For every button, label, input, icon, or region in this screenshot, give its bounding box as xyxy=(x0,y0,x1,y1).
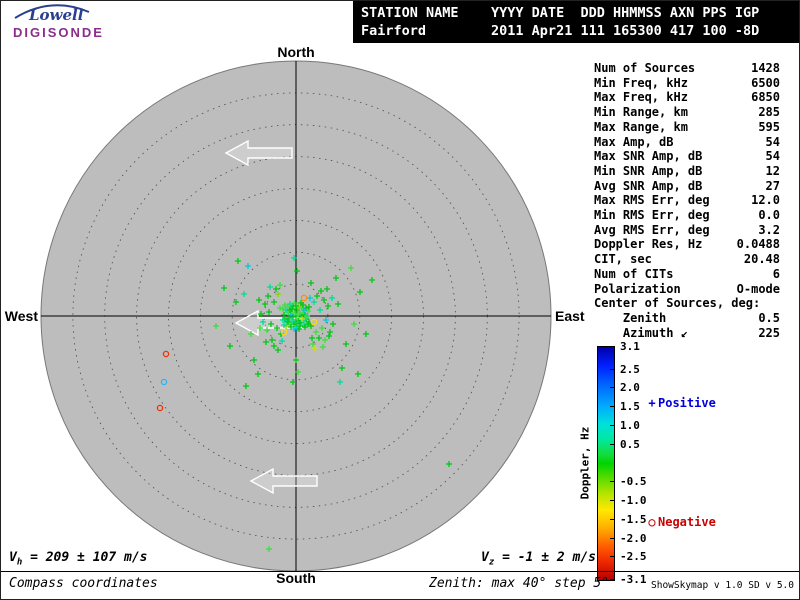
colorbar-tick xyxy=(610,369,614,370)
stat-row: Max SNR Amp, dB 54 xyxy=(594,149,780,164)
stat-row: CIT, sec 20.48 xyxy=(594,252,780,267)
colorbar-tick-label: 2.5 xyxy=(620,363,640,376)
stat-row: Zenith 0.5 xyxy=(594,310,780,325)
vertical-velocity-readout: Vz = -1 ± 2 m/s xyxy=(481,550,596,568)
stat-row: Max Freq, kHz 6850 xyxy=(594,90,780,105)
plus-marker-icon: + xyxy=(648,396,656,410)
label-west: West xyxy=(5,308,39,324)
circle-marker-icon: ○ xyxy=(648,515,656,529)
vh-symbol: V xyxy=(9,550,17,565)
colorbar-tick-label: -3.1 xyxy=(620,573,647,586)
stat-row: Min RMS Err, deg 0.0 xyxy=(594,208,780,223)
logo-digisonde-text: DIGISONDE xyxy=(13,25,104,40)
stat-row: Min Freq, kHz 6500 xyxy=(594,75,780,90)
colorbar-tick-label: 1.0 xyxy=(620,419,640,432)
legend-positive-label: Positive xyxy=(658,396,716,410)
colorbar-tick-label: 0.5 xyxy=(620,438,640,451)
stat-row: Polarization O-mode xyxy=(594,281,780,296)
colorbar-tick xyxy=(610,425,614,426)
stat-row: Num of Sources 1428 xyxy=(594,61,780,75)
stat-row: Max Amp, dB 54 xyxy=(594,134,780,149)
logo-graphic: Lowell DIGISONDE xyxy=(13,4,104,40)
colorbar-tick-label: 1.5 xyxy=(620,400,640,413)
program-version-credit: ShowSkymap v 1.0 SD v 5.0 xyxy=(651,580,794,591)
colorbar-tick xyxy=(610,444,614,445)
header-values: Fairford 2011 Apr21 111 165300 417 100 -… xyxy=(361,23,760,39)
zenith-scale-note: Zenith: max 40° step 5° xyxy=(429,576,610,591)
colorbar-tick-label: 3.1 xyxy=(620,340,640,353)
stat-row: Center of Sources, deg: xyxy=(594,296,761,311)
vz-subscript: z xyxy=(488,557,495,568)
coordinates-label: Compass coordinates xyxy=(9,576,158,591)
colorbar-tick xyxy=(610,519,614,520)
colorbar-tick-label: -2.5 xyxy=(620,550,647,563)
vz-symbol: V xyxy=(481,550,489,565)
legend-positive: + Positive xyxy=(646,396,716,410)
logo-swoosh-icon xyxy=(14,4,90,19)
horizontal-velocity-readout: Vh = 209 ± 107 m/s xyxy=(9,550,147,568)
colorbar-tick xyxy=(610,500,614,501)
colorbar-tick xyxy=(610,579,614,580)
colorbar-tick xyxy=(610,538,614,539)
colorbar-tick xyxy=(610,346,614,347)
source-points xyxy=(156,255,452,552)
colorbar-tick xyxy=(610,556,614,557)
stat-row: Min SNR Amp, dB 12 xyxy=(594,163,780,178)
label-south: South xyxy=(276,570,316,586)
colorbar-tick xyxy=(610,387,614,388)
legend-negative-label: Negative xyxy=(658,515,716,529)
lowell-digisonde-logo: Lowell DIGISONDE xyxy=(9,3,159,43)
stats-panel: Num of Sources 1428 Min Freq, kHz 6500 Max F… xyxy=(594,61,780,340)
stat-row: Doppler Res, Hz 0.0488 xyxy=(594,237,780,252)
header-column-titles: STATION NAME YYYY DATE DDD HHMMSS AXN PP… xyxy=(361,5,760,21)
drift-direction-arrows xyxy=(224,139,318,495)
label-north: North xyxy=(277,44,314,60)
colorbar-tick-label: -1.0 xyxy=(620,494,647,507)
colorbar-tick xyxy=(610,406,614,407)
legend-negative: ○ Negative xyxy=(646,515,716,529)
colorbar-tick-label: -2.0 xyxy=(620,532,647,545)
vh-subscript: h xyxy=(16,557,23,568)
stat-row: Avg SNR Amp, dB 27 xyxy=(594,178,780,193)
colorbar-tick-label: -1.5 xyxy=(620,513,647,526)
stat-row: Min Range, km 285 xyxy=(594,105,780,120)
stat-row: Num of CITs 6 xyxy=(594,266,780,281)
stat-row: Max Range, km 595 xyxy=(594,119,780,134)
stat-row: Max RMS Err, deg 12.0 xyxy=(594,193,780,208)
label-east: East xyxy=(555,308,585,324)
stat-row: Azimuth ↙ 225 xyxy=(594,325,780,340)
header-bar: STATION NAME YYYY DATE DDD HHMMSS AXN PP… xyxy=(353,1,799,43)
footer-divider xyxy=(1,571,799,572)
colorbar xyxy=(597,346,615,581)
stat-row: Avg RMS Err, deg 3.2 xyxy=(594,222,780,237)
logo-lowell-text: Lowell xyxy=(28,6,84,24)
vh-value: = 209 ± 107 m/s xyxy=(22,550,148,565)
colorbar-tick-label: -0.5 xyxy=(620,475,647,488)
skymap-plot: North South West East xyxy=(5,44,585,586)
colorbar-title: Doppler, Hz xyxy=(578,426,592,500)
colorbar-tick xyxy=(610,481,614,482)
colorbar-tick-label: 2.0 xyxy=(620,381,640,394)
vz-value: = -1 ± 2 m/s xyxy=(494,550,596,565)
